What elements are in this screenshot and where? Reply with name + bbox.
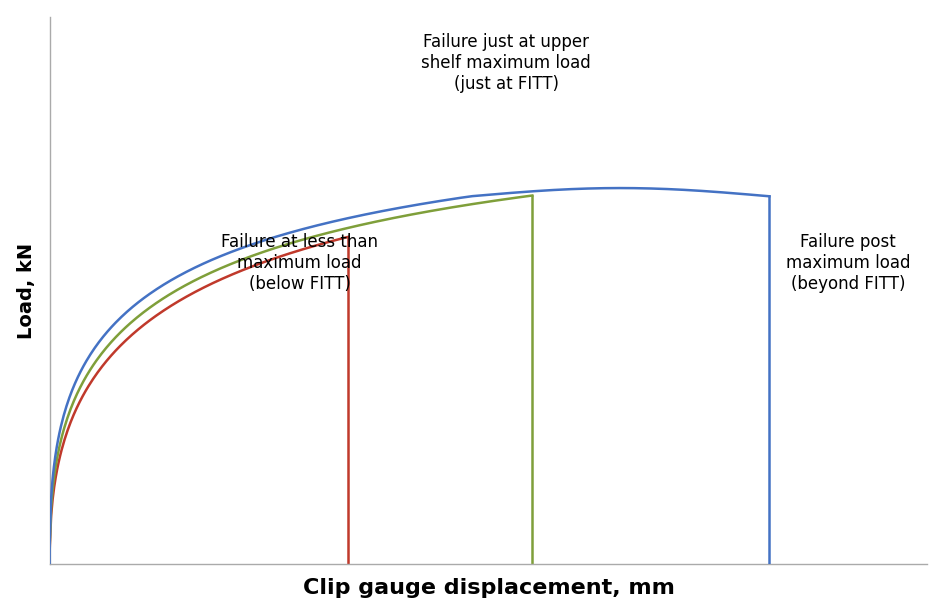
Text: Failure just at upper
shelf maximum load
(just at FITT): Failure just at upper shelf maximum load…	[421, 33, 591, 93]
X-axis label: Clip gauge displacement, mm: Clip gauge displacement, mm	[302, 578, 674, 598]
Text: Failure post
maximum load
(beyond FITT): Failure post maximum load (beyond FITT)	[786, 233, 911, 293]
Y-axis label: Load, kN: Load, kN	[17, 242, 36, 339]
Text: Failure at less than
maximum load
(below FITT): Failure at less than maximum load (below…	[221, 233, 379, 293]
